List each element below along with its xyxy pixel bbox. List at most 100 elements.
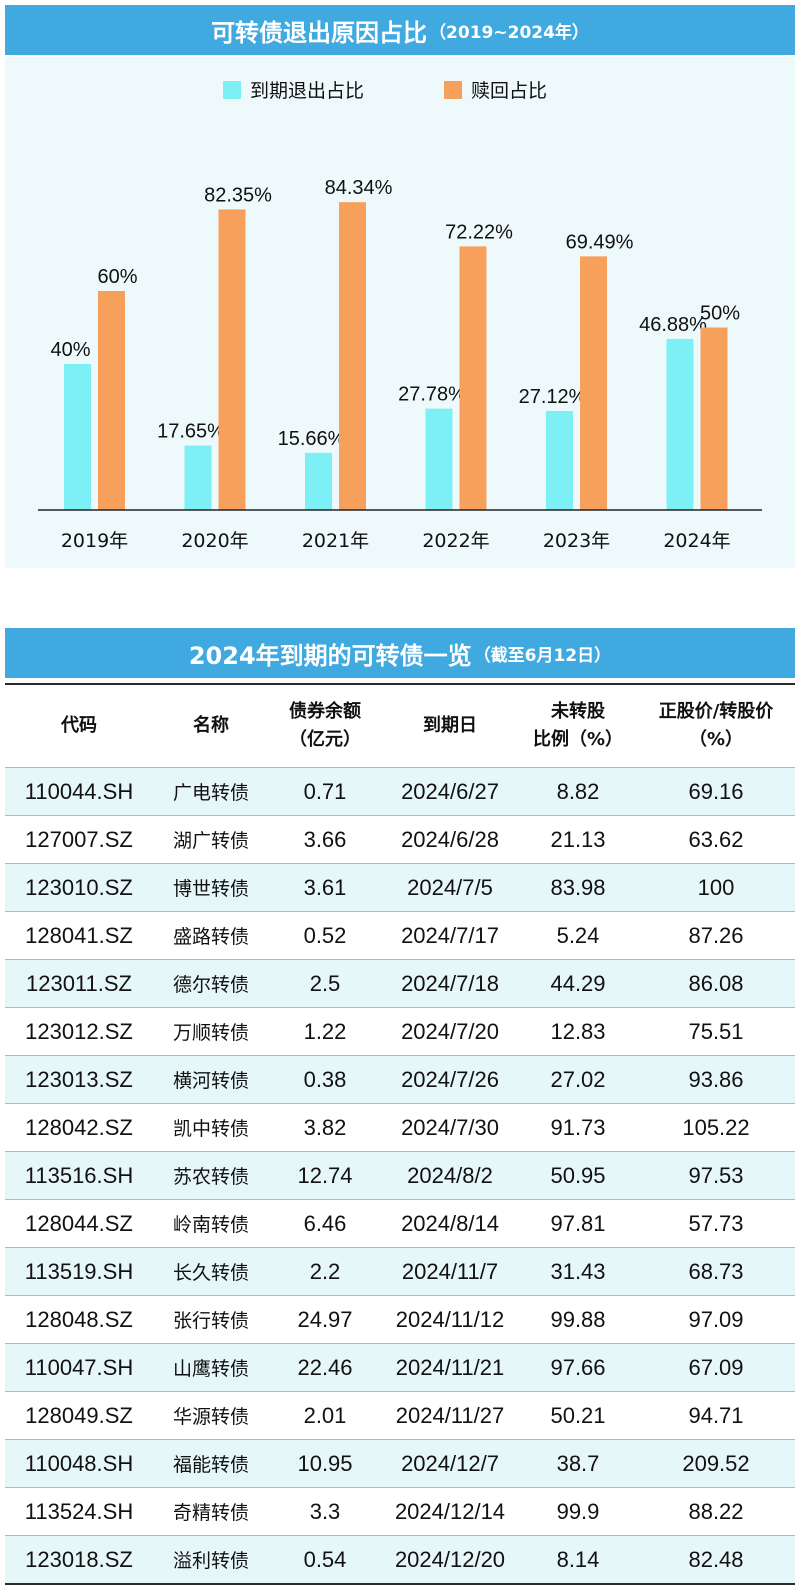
cell-name: 奇精转债 [153,1487,269,1536]
cell-maturity-date: 2024/11/12 [381,1295,519,1344]
cell-unconverted-ratio: 97.66 [519,1343,637,1392]
cell-balance: 1.22 [269,1007,381,1056]
cell-unconverted-ratio: 50.21 [519,1391,637,1440]
table-body: 110044.SH 广电转债 0.71 2024/6/27 8.82 69.16 12700… [5,767,795,1584]
data-label-1-4: 69.49% [566,231,634,253]
cell-maturity-date: 2024/7/20 [381,1007,519,1056]
bond-table-wrap: 代码 名称 债券余额 （亿元） 到期日 未转股 比例（%） 正股价/转股价 （%） 110044… [5,683,795,1585]
cell-maturity-date: 2024/11/7 [381,1247,519,1296]
table-row: 128048.SZ 张行转债 24.97 2024/11/12 99.88 97.09 [5,1295,795,1344]
cell-balance: 0.54 [269,1535,381,1584]
cell-unconverted-ratio: 8.82 [519,767,637,816]
data-label-1-5: 50% [700,303,740,325]
cell-maturity-date: 2024/12/14 [381,1487,519,1536]
cell-balance: 3.3 [269,1487,381,1536]
cell-price-ratio: 75.51 [637,1007,795,1056]
table-row: 113519.SH 长久转债 2.2 2024/11/7 31.43 68.73 [5,1247,795,1296]
table-row: 113516.SH 苏农转债 12.74 2024/8/2 50.95 97.53 [5,1151,795,1200]
cell-balance: 2.01 [269,1391,381,1440]
cell-code: 123011.SZ [5,959,153,1008]
cell-name: 山鹰转债 [153,1343,269,1392]
cell-price-ratio: 67.09 [637,1343,795,1392]
x-tick-label-3: 2022年 [422,530,489,552]
bar-0-2 [305,452,332,510]
bar-1-1 [218,209,246,511]
bar-1-3 [459,246,487,510]
legend-label-0: 到期退出占比 [250,80,364,102]
bar-1-2 [339,202,366,510]
table-row: 110048.SH 福能转债 10.95 2024/12/7 38.7 209.52 [5,1439,795,1488]
table-row: 128042.SZ 凯中转债 3.82 2024/7/30 91.73 105.22 [5,1103,795,1152]
cell-price-ratio: 87.26 [637,911,795,960]
chart-title: 可转债退出原因占比 [211,18,428,47]
cell-unconverted-ratio: 31.43 [519,1247,637,1296]
table-row: 123011.SZ 德尔转债 2.5 2024/7/18 44.29 86.08 [5,959,795,1008]
cell-name: 凯中转债 [153,1103,269,1152]
column-header-code: 代码 [5,684,153,768]
table-row: 123013.SZ 横河转债 0.38 2024/7/26 27.02 93.86 [5,1055,795,1104]
cell-balance: 2.2 [269,1247,381,1296]
cell-price-ratio: 105.22 [637,1103,795,1152]
cell-unconverted-ratio: 83.98 [519,863,637,912]
data-label-0-5: 46.88% [639,314,707,336]
cell-name: 广电转债 [153,767,269,816]
table-row: 123010.SZ 博世转债 3.61 2024/7/5 83.98 100 [5,863,795,912]
x-tick-label-2: 2021年 [302,530,369,552]
cell-maturity-date: 2024/8/14 [381,1199,519,1248]
cell-maturity-date: 2024/7/17 [381,911,519,960]
cell-name: 长久转债 [153,1247,269,1296]
column-header-balance: 债券余额 （亿元） [269,684,381,768]
cell-name: 华源转债 [153,1391,269,1440]
cell-code: 128048.SZ [5,1295,153,1344]
bar-0-3 [425,408,453,510]
table-row: 128044.SZ 岭南转债 6.46 2024/8/14 97.81 57.73 [5,1199,795,1248]
cell-price-ratio: 209.52 [637,1439,795,1488]
column-header-price-ratio: 正股价/转股价 （%） [637,684,795,768]
column-header-line1: 未转股 [551,701,605,722]
cell-balance: 22.46 [269,1343,381,1392]
cell-maturity-date: 2024/12/20 [381,1535,519,1584]
cell-unconverted-ratio: 27.02 [519,1055,637,1104]
cell-maturity-date: 2024/11/21 [381,1343,519,1392]
cell-code: 123013.SZ [5,1055,153,1104]
chart-title-bar: 可转债退出原因占比 （2019~2024年） [5,5,795,55]
cell-balance: 10.95 [269,1439,381,1488]
cell-name: 湖广转债 [153,815,269,864]
cell-name: 博世转债 [153,863,269,912]
bar-0-1 [184,445,212,510]
cell-name: 岭南转债 [153,1199,269,1248]
cell-code: 127007.SZ [5,815,153,864]
cell-name: 横河转债 [153,1055,269,1104]
data-label-1-0: 60% [97,266,137,288]
cell-maturity-date: 2024/7/26 [381,1055,519,1104]
table-row: 127007.SZ 湖广转债 3.66 2024/6/28 21.13 63.62 [5,815,795,864]
cell-code: 113524.SH [5,1487,153,1536]
cell-unconverted-ratio: 8.14 [519,1535,637,1584]
cell-name: 德尔转债 [153,959,269,1008]
cell-maturity-date: 2024/11/27 [381,1391,519,1440]
table-row: 128049.SZ 华源转债 2.01 2024/11/27 50.21 94.71 [5,1391,795,1440]
cell-price-ratio: 97.09 [637,1295,795,1344]
data-label-1-3: 72.22% [445,221,513,243]
cell-price-ratio: 100 [637,863,795,912]
bar-0-5 [666,338,694,510]
cell-maturity-date: 2024/6/28 [381,815,519,864]
cell-balance: 0.71 [269,767,381,816]
cell-price-ratio: 93.86 [637,1055,795,1104]
cell-balance: 3.61 [269,863,381,912]
cell-unconverted-ratio: 44.29 [519,959,637,1008]
cell-maturity-date: 2024/7/5 [381,863,519,912]
legend-swatch-0 [223,81,241,99]
cell-balance: 2.5 [269,959,381,1008]
table-title-bar: 2024年到期的可转债一览 （截至6月12日） [5,628,795,678]
cell-code: 123012.SZ [5,1007,153,1056]
cell-maturity-date: 2024/12/7 [381,1439,519,1488]
cell-code: 123010.SZ [5,863,153,912]
cell-code: 110044.SH [5,767,153,816]
column-header-line1: 到期日 [423,715,477,736]
bar-0-4 [546,411,573,510]
x-tick-label-1: 2020年 [181,530,248,552]
cell-price-ratio: 69.16 [637,767,795,816]
cell-price-ratio: 68.73 [637,1247,795,1296]
cell-code: 113519.SH [5,1247,153,1296]
